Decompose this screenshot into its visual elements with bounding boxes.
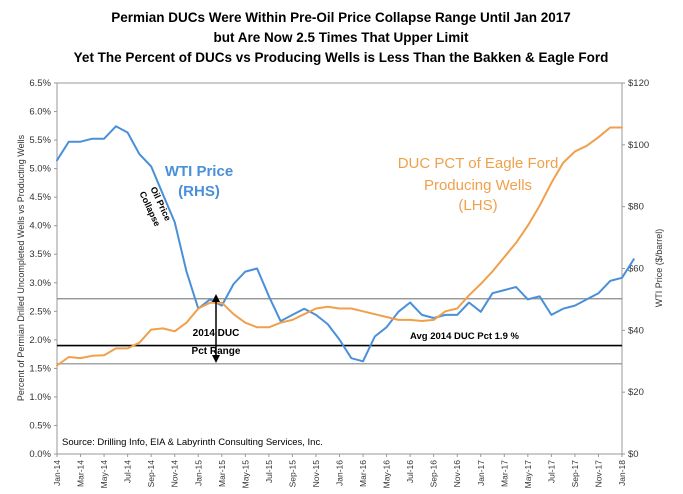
- x-tick-label: Mar-16: [358, 460, 368, 487]
- x-tick-label: Mar-17: [499, 460, 509, 487]
- wti-label-line-2: (RHS): [178, 183, 220, 200]
- range-arrow: [212, 294, 220, 363]
- y-left-tick-label: 4.0%: [29, 221, 51, 232]
- duc-label-line-3: (LHS): [458, 197, 497, 214]
- range-label-line-2: Pct Range: [192, 346, 241, 357]
- x-tick-label: May-16: [382, 460, 392, 489]
- source-note: Source: Drilling Info, EIA & Labyrinth C…: [62, 437, 323, 448]
- x-tick-label: Sep-15: [287, 460, 297, 488]
- y-axis-left-ticks: 0.0% 0.5% 1.0% 1.5% 2.0% 2.5% 3.0% 3.5% 4.0% 4.5%…: [29, 78, 57, 460]
- y-left-tick-label: 5.0%: [29, 164, 51, 175]
- x-tick-label: Jan-18: [617, 460, 627, 486]
- x-tick-label: Jul-15: [264, 460, 274, 483]
- x-tick-label: May-17: [523, 460, 533, 489]
- y-right-tick-label: $80: [628, 202, 644, 213]
- wti-label-line-1: WTI Price: [165, 163, 233, 180]
- duc-label-line-2: Producing Wells: [424, 177, 532, 194]
- x-tick-label: Mar-15: [217, 460, 227, 487]
- y-left-tick-label: 4.5%: [29, 192, 51, 203]
- duc-label-line-1: DUC PCT of Eagle Ford: [398, 155, 559, 172]
- y-axis-right-ticks: $0 $20 $40 $60 $80 $100 $120: [622, 78, 649, 460]
- chart-title: Permian DUCs Were Within Pre-Oil Price C…: [74, 10, 609, 65]
- x-tick-label: Sep-16: [429, 460, 439, 488]
- x-tick-label: Nov-15: [311, 460, 321, 488]
- series-lines: [56, 125, 635, 367]
- x-tick-label: Nov-16: [452, 460, 462, 488]
- y-right-tick-label: $100: [628, 140, 649, 151]
- y-left-tick-label: 0.0%: [29, 449, 51, 460]
- x-tick-label: Jan-17: [476, 460, 486, 486]
- x-tick-label: Jan-16: [335, 460, 345, 486]
- x-tick-label: Jan-15: [193, 460, 203, 486]
- y-left-tick-label: 1.5%: [29, 363, 51, 374]
- range-annotation: 2014 DUC Pct Range: [192, 328, 241, 357]
- series-line-duc: [56, 126, 623, 367]
- range-label-line-1: 2014 DUC: [193, 328, 240, 339]
- plot-area: [56, 82, 623, 455]
- x-tick-label: Sep-17: [570, 460, 580, 488]
- x-tick-label: Nov-14: [170, 460, 180, 488]
- y-axis-left-label: Percent of Permian Drilled Uncompleted W…: [16, 134, 26, 401]
- x-tick-label: Sep-14: [146, 460, 156, 488]
- x-tick-label: Mar-14: [76, 460, 86, 487]
- x-tick-label: May-14: [99, 460, 109, 489]
- collapse-annotation: Oil Price Collapse: [137, 185, 173, 228]
- chart-title-line-3: Yet The Percent of DUCs vs Producing Wel…: [74, 50, 609, 65]
- x-tick-label: Jul-16: [405, 460, 415, 483]
- x-tick-label: Jul-14: [123, 460, 133, 483]
- x-tick-label: Nov-17: [593, 460, 603, 488]
- y-left-tick-label: 6.0%: [29, 107, 51, 118]
- series-line-wti: [56, 125, 635, 363]
- y-right-tick-label: $120: [628, 78, 649, 89]
- x-tick-label: Jan-14: [52, 460, 62, 486]
- y-left-tick-label: 1.0%: [29, 392, 51, 403]
- y-right-tick-label: $0: [628, 449, 639, 460]
- duc-annotation: DUC PCT of Eagle Ford Producing Wells (L…: [398, 155, 559, 214]
- avg-line-label: Avg 2014 DUC Pct 1.9 %: [410, 331, 519, 342]
- y-left-tick-label: 3.0%: [29, 278, 51, 289]
- x-tick-label: Jul-17: [546, 460, 556, 483]
- y-right-tick-label: $60: [628, 264, 644, 275]
- y-left-tick-label: 2.0%: [29, 335, 51, 346]
- y-left-tick-label: 0.5%: [29, 420, 51, 431]
- y-axis-right-label: WTI Price ($/barrel): [654, 229, 664, 308]
- y-right-tick-label: $20: [628, 387, 644, 398]
- x-tick-label: May-15: [240, 460, 250, 489]
- y-left-tick-label: 3.5%: [29, 249, 51, 260]
- y-left-tick-label: 6.5%: [29, 78, 51, 89]
- y-left-tick-label: 2.5%: [29, 306, 51, 317]
- wti-annotation: WTI Price (RHS): [165, 163, 233, 200]
- x-axis-ticks: Jan-14 Mar-14 May-14 Jul-14 Sep-14 Nov-14 Jan-…: [52, 454, 627, 488]
- y-right-tick-label: $40: [628, 325, 644, 336]
- chart-title-line-1: Permian DUCs Were Within Pre-Oil Price C…: [111, 10, 571, 25]
- chart-title-line-2: but Are Now 2.5 Times That Upper Limit: [213, 30, 469, 45]
- y-left-tick-label: 5.5%: [29, 135, 51, 146]
